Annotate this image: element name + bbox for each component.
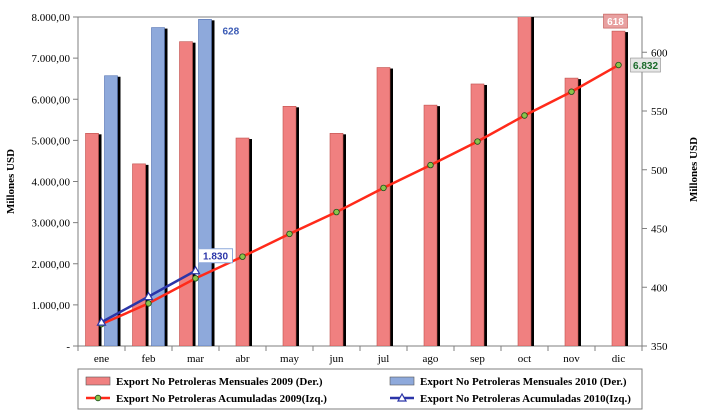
y-left-tick-label: 3.000,00 [32, 218, 71, 230]
y-left-tick-label: 4.000,00 [32, 177, 71, 189]
y-left-axis-title: Millones USD [5, 149, 17, 214]
cum-2009-point [474, 138, 481, 145]
bar-2009 [564, 77, 579, 346]
cum-2009-point [568, 88, 575, 95]
x-tick-label: ene [94, 353, 109, 365]
y-left-tick-label: 1.000,00 [32, 300, 71, 312]
y-left-tick-label: 5.000,00 [32, 135, 71, 147]
cum-2009-point [145, 300, 152, 307]
y-right-tick-label: 600 [651, 47, 668, 59]
cum-2010-point [96, 316, 107, 326]
bar-2010 [104, 75, 118, 346]
x-tick-label: may [280, 353, 299, 365]
x-tick-label: sep [470, 353, 485, 365]
legend-label: Export No Petroleras Mensuales 2010 (Der… [420, 376, 627, 388]
cum-2009-point [380, 184, 387, 192]
bar-2009 [611, 30, 626, 346]
x-tick-label: oct [518, 353, 531, 365]
bar-2009 [376, 67, 391, 346]
cum-2009-point [286, 230, 293, 238]
bar-2009 [470, 83, 485, 346]
y-right-tick-label: 350 [651, 341, 668, 353]
bar-2010 [151, 27, 165, 346]
data-label-box [198, 248, 233, 264]
x-tick-label: nov [563, 353, 580, 365]
data-label-box [630, 57, 661, 73]
cum-2009-point [521, 112, 528, 119]
y-right-tick-label: 400 [651, 282, 668, 294]
bars-group [85, 17, 628, 346]
y-right-tick-label: 550 [651, 106, 668, 118]
y-right-axis-title: Millones USD [688, 137, 700, 202]
bar-2009 [423, 104, 438, 346]
legend-marker [396, 392, 408, 402]
legend-frame [77, 368, 643, 410]
cum-2009-point [333, 208, 340, 216]
bar-2009 [235, 137, 250, 346]
x-tick-label: feb [141, 353, 156, 365]
x-tick-label: jun [328, 353, 344, 365]
y-left-tick-label: 2.000,00 [32, 259, 71, 271]
y-left-tick-label: - [66, 341, 70, 353]
legend: Export No Petroleras Mensuales 2009 (Der… [77, 368, 643, 410]
x-tick-label: abr [235, 353, 249, 365]
legend-swatch [85, 376, 111, 386]
data-label-box [603, 13, 628, 29]
cum-2010-point [190, 265, 201, 275]
legend-swatch [389, 376, 415, 386]
legend-label: Export No Petroleras Acumuladas 2009(Izq… [116, 393, 327, 405]
cum-2009-line [100, 63, 620, 326]
x-tick-label: jul [377, 353, 390, 365]
y-left-tick-label: 8.000,00 [32, 12, 71, 24]
bar-2010 [198, 19, 212, 346]
cum-2009-point [192, 275, 199, 282]
cum-2009-point [615, 61, 622, 69]
data-label-2010-mar: 628 [223, 26, 240, 37]
x-tick-label: dic [612, 353, 626, 365]
bar-2009 [85, 133, 99, 346]
data-label-2009-dic: 618 [607, 17, 624, 28]
data-label-cum-2009-dic: 6.832 [633, 61, 658, 72]
legend-label: Export No Petroleras Acumuladas 2010(Izq… [420, 393, 631, 405]
x-tick-label: ago [423, 353, 439, 365]
bar-2009 [282, 106, 297, 346]
y-right-tick-label: 500 [651, 165, 668, 177]
bar-2009 [179, 41, 193, 346]
legend-label: Export No Petroleras Mensuales 2009 (Der… [116, 376, 323, 388]
plot-area: - 1.000,00 2.000,00 3.000,00 4.000,00 5.000,0… [5, 12, 700, 365]
cum-2010-point [143, 291, 154, 301]
bar-2009 [329, 133, 344, 346]
data-label-cum-2010-mar: 1.830 [203, 252, 228, 263]
x-tick-label: mar [187, 353, 204, 365]
cum-2009-point [239, 253, 246, 260]
y-left-tick-label: 6.000,00 [32, 94, 71, 106]
cum-2009-point [427, 161, 434, 169]
y-right-tick-label: 450 [651, 224, 668, 236]
bar-2009 [517, 17, 532, 346]
bar-2009 [132, 163, 146, 346]
y-left-tick-label: 7.000,00 [32, 53, 71, 65]
legend-marker [94, 394, 102, 402]
